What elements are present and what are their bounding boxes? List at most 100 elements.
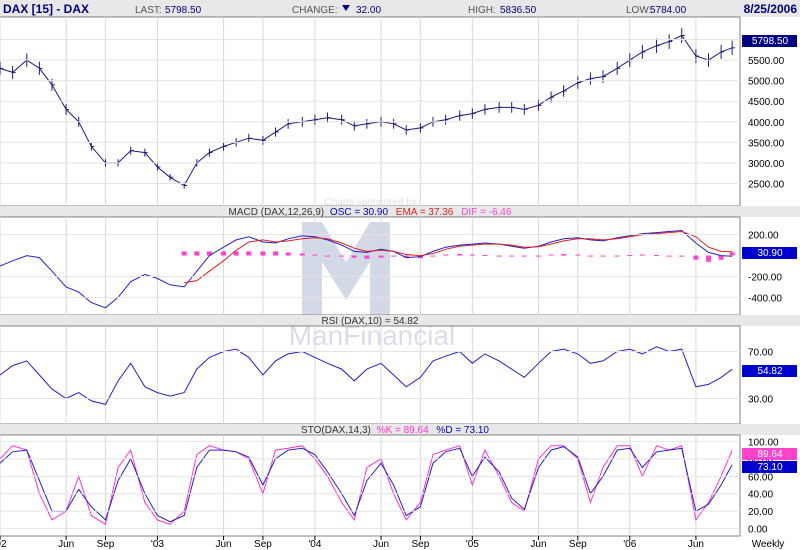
macd-osc-bar-19	[430, 255, 436, 257]
x-tick-10: Jun	[530, 539, 546, 550]
price-ytick-1: 3000.00	[748, 159, 785, 170]
macd-osc-bar-9	[299, 253, 305, 256]
macd-osc-bar-33	[614, 255, 620, 257]
x-tick-0: '02	[0, 539, 7, 550]
macd-osc-bar-10	[312, 254, 318, 256]
macd-osc-bar-23	[482, 255, 488, 257]
stochastic-panel: STO(DAX,14,3) %K = 89.64 %D = 73.10 100.…	[0, 424, 800, 537]
macd-osc-bar-4	[233, 251, 239, 256]
price-panel: 2500.00 3000.00 3500.00 4000.00 4500.00 5000.…	[0, 16, 797, 207]
macd-osc-bar-37	[666, 255, 672, 257]
macd-osc-bar-30	[575, 254, 581, 256]
macd-osc-bar-1	[194, 251, 200, 256]
macd-osc-bar-25	[509, 255, 515, 257]
macd-osc-bar-29	[561, 253, 567, 256]
low-value: 5784.00	[650, 5, 687, 16]
macd-osc-bar-34	[627, 255, 633, 257]
sto-ytick-1: 80.00	[748, 455, 773, 466]
change-down-arrow-icon	[342, 5, 350, 11]
high-label: HIGH:	[468, 5, 496, 16]
sto-k-last: 89.64	[757, 449, 782, 460]
x-axis: '02 Jun Sep '03 Jun Sep '04 Jun Sep '05 Jun Sep '06 J…	[0, 536, 784, 550]
macd-osc-readout: OSC = 30.90	[330, 207, 389, 218]
macd-osc-bar-41	[718, 255, 724, 260]
sponsor-text: Charts sponsored by:	[324, 197, 419, 208]
macd-osc-bar-2	[206, 251, 212, 256]
macd-osc-bar-31	[587, 255, 593, 257]
price-ytick-4: 4500.00	[748, 97, 785, 108]
price-ytick-5: 5000.00	[748, 77, 785, 88]
macd-ema-line	[184, 230, 733, 284]
price-line	[0, 34, 733, 187]
sto-ytick-2: 60.00	[748, 472, 773, 483]
x-tick-8: Sep	[411, 539, 429, 550]
macd-osc-bar-21	[457, 253, 463, 256]
x-tick-7: Jun	[373, 539, 389, 550]
macd-osc-bar-17	[403, 255, 409, 258]
chart-symbol: DAX [15] - DAX	[3, 2, 89, 16]
macd-readout: 30.90	[757, 248, 782, 259]
macd-osc-bar-6	[260, 251, 266, 256]
x-tick-12: '06	[623, 539, 636, 550]
sto-ytick-0: 100.00	[748, 437, 779, 448]
macd-osc-bar-16	[391, 255, 397, 257]
macd-osc-bar-39	[693, 255, 699, 260]
macd-osc-bar-3	[221, 251, 227, 256]
sto-d-last: 73.10	[757, 462, 782, 473]
macd-osc-bar-5	[246, 251, 252, 256]
sto-k-line	[0, 445, 733, 526]
macd-osc-bar-7	[273, 251, 279, 256]
macd-osc-bar-12	[339, 255, 345, 257]
price-ytick-2: 3500.00	[748, 138, 785, 149]
sto-d-readout-box	[742, 461, 797, 473]
macd-panel: MACD (DAX,12,26,9) OSC = 30.90 EMA = 37.…	[0, 206, 800, 316]
macd-readout-box	[742, 247, 797, 259]
macd-ytick-1: -200.00	[748, 272, 782, 283]
price-ytick-3: 4000.00	[748, 118, 785, 129]
macd-osc-bar-8	[285, 252, 291, 256]
rsi-readout: 54.82	[757, 366, 782, 377]
macd-ema-readout: EMA = 37.36	[396, 207, 454, 218]
macd-osc-bar-32	[600, 255, 606, 257]
sto-ytick-5: 0.00	[748, 525, 768, 536]
sto-ytick-4: 20.00	[748, 507, 773, 518]
x-tick-6: '04	[308, 539, 321, 550]
x-tick-3: '03	[151, 539, 164, 550]
sponsor-watermark: Charts sponsored by: ManFinancial	[289, 197, 456, 351]
price-readout-box	[742, 35, 797, 47]
x-tick-1: Jun	[58, 539, 74, 550]
macd-osc-bar-40	[706, 255, 712, 262]
macd-osc-bar-0	[181, 251, 187, 256]
chart-date: 8/25/2006	[744, 2, 798, 16]
x-tick-13: Jun	[688, 539, 704, 550]
rsi-ytick-0: 70.00	[748, 348, 773, 359]
last-value: 5798.50	[165, 5, 202, 16]
x-tick-11: Sep	[569, 539, 587, 550]
svg-text:STO(DAX,14,3) %K = 89.64: STO(DAX,14,3) %K = 89.64 %D = 73.10	[301, 425, 489, 436]
sto-d-line	[0, 446, 733, 523]
rsi-panel: RSI (DAX,10) = 54.82 70.00 30.00 54.82	[0, 315, 800, 425]
sponsor-logo-icon	[302, 222, 390, 320]
high-value: 5836.50	[500, 5, 537, 16]
sto-title: STO(DAX,14,3)	[301, 425, 371, 436]
macd-osc-bar-35	[639, 254, 645, 256]
macd-ytick-2: -400.00	[748, 293, 782, 304]
x-tick-4: Jun	[216, 539, 232, 550]
macd-osc-bar-20	[443, 254, 449, 256]
price-ytick-6: 5500.00	[748, 56, 785, 67]
x-axis-period: Weekly	[752, 539, 785, 550]
macd-osc-bar-15	[378, 255, 384, 258]
macd-title: MACD (DAX,12,26,9)	[229, 207, 325, 218]
low-label: LOW:	[626, 5, 651, 16]
rsi-title: RSI (DAX,10) = 54.82	[322, 316, 419, 327]
macd-osc-bar-36	[654, 255, 660, 257]
price-ytick-0: 2500.00	[748, 179, 785, 190]
macd-osc-bar-14	[364, 255, 370, 259]
macd-osc-bar-22	[469, 254, 475, 256]
rsi-line	[0, 346, 733, 405]
change-label: CHANGE:	[292, 5, 338, 16]
macd-osc-bar-24	[496, 255, 502, 257]
price-readout: 5798.50	[752, 36, 789, 47]
sto-k-readout-box	[742, 448, 797, 460]
